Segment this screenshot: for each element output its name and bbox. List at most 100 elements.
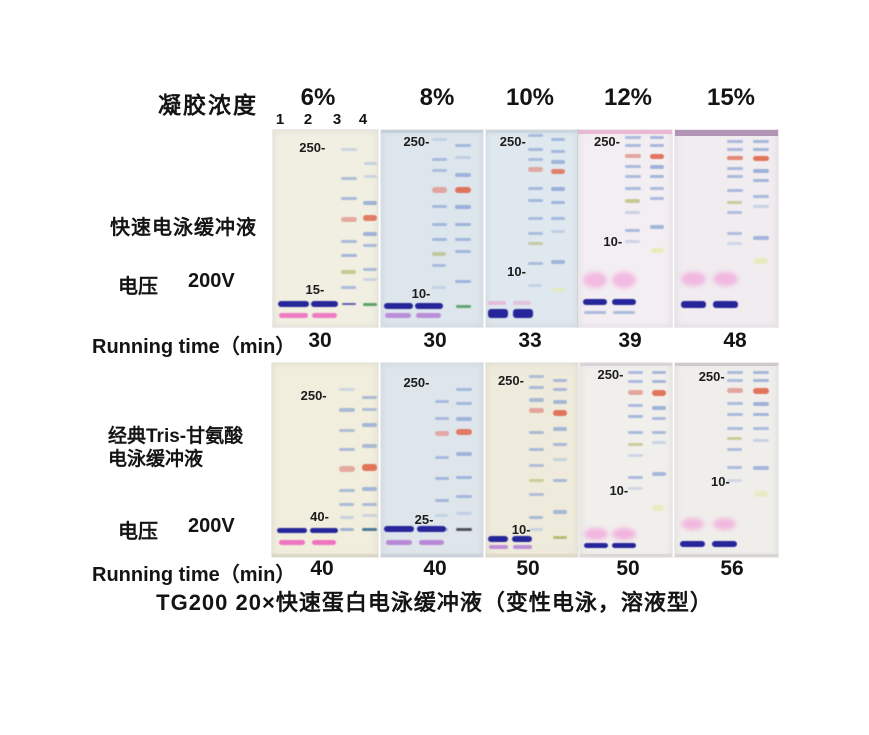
protein-band	[310, 527, 338, 533]
concentration-15pct-label: 15%	[706, 84, 756, 111]
protein-band	[341, 177, 357, 181]
protein-band	[553, 409, 567, 416]
gel-edge-strip	[578, 130, 672, 134]
protein-band	[726, 436, 742, 440]
protein-band	[341, 269, 356, 274]
running-time-label-bottom: Running time（min）	[92, 564, 296, 586]
protein-band	[753, 465, 769, 470]
protein-band	[753, 139, 769, 143]
protein-band	[627, 415, 644, 419]
protein-band	[311, 313, 338, 319]
protein-band	[553, 510, 567, 515]
protein-band	[529, 386, 544, 390]
protein-band	[529, 492, 544, 496]
running-time-bottom-10pct: 50	[516, 557, 540, 580]
mw-marker-label: 250-	[497, 372, 524, 388]
protein-band	[456, 475, 472, 479]
protein-band	[528, 187, 544, 191]
protein-band	[650, 165, 665, 170]
protein-band	[435, 456, 450, 460]
protein-band	[753, 236, 769, 241]
protein-band	[338, 388, 355, 392]
protein-band	[651, 471, 666, 476]
concentration-6pct-label: 6%	[300, 84, 336, 111]
protein-band	[625, 198, 641, 203]
protein-band	[726, 147, 743, 151]
running-time-bottom-15pct: 56	[720, 557, 744, 580]
protein-band	[362, 527, 377, 531]
protein-band	[432, 187, 448, 194]
protein-band	[681, 518, 704, 531]
protein-band	[651, 370, 666, 374]
gel-photo-bottom-10pct: 250- 10-	[486, 363, 578, 557]
protein-band	[432, 204, 448, 208]
protein-band	[650, 135, 665, 139]
protein-band	[362, 423, 377, 428]
protein-band	[363, 214, 377, 221]
protein-band	[455, 204, 471, 209]
protein-band	[753, 401, 769, 406]
mw-marker-label: 250-	[593, 133, 620, 149]
protein-band	[432, 252, 447, 257]
protein-band	[553, 535, 567, 539]
protein-band	[625, 175, 641, 179]
mw-marker-label: 40-	[310, 508, 329, 524]
protein-band	[726, 378, 743, 382]
protein-band	[362, 444, 377, 449]
running-time-top-6pct: 30	[308, 329, 332, 352]
protein-band	[341, 240, 357, 244]
protein-band	[726, 139, 743, 143]
protein-band	[341, 254, 357, 258]
protein-band	[456, 305, 471, 309]
protein-band	[528, 261, 544, 265]
protein-band	[726, 155, 743, 160]
protein-band	[363, 303, 377, 307]
protein-band	[341, 216, 357, 222]
protein-band	[528, 216, 544, 220]
protein-band	[726, 232, 742, 236]
protein-band	[726, 465, 742, 469]
protein-band	[339, 527, 354, 531]
gel-photo-top-8pct: 250- 10-	[381, 130, 483, 327]
voltage-label: 电压	[118, 276, 158, 298]
protein-band	[512, 545, 532, 550]
protein-band	[650, 153, 665, 159]
protein-band	[726, 167, 743, 171]
protein-band	[529, 374, 544, 378]
protein-band	[363, 244, 377, 248]
protein-band	[529, 448, 544, 452]
protein-band	[551, 149, 566, 153]
gel-edge-strip	[580, 554, 672, 557]
protein-band	[528, 147, 544, 151]
protein-band	[528, 157, 544, 161]
protein-band	[726, 200, 742, 204]
voltage-value: 200V	[188, 515, 235, 537]
gel-photo-bottom-8pct: 250- 25-	[381, 363, 483, 557]
concentration-10pct-label: 10%	[505, 84, 555, 111]
protein-band	[753, 169, 769, 174]
protein-band	[279, 539, 305, 545]
protein-band	[432, 238, 448, 242]
protein-band	[487, 301, 507, 306]
protein-band	[363, 232, 377, 237]
gel-edge-strip	[486, 130, 578, 133]
protein-band	[650, 224, 665, 229]
protein-band	[528, 133, 544, 137]
protein-band	[582, 271, 608, 288]
protein-band	[455, 155, 471, 159]
protein-band	[651, 430, 666, 434]
protein-band	[681, 301, 706, 309]
running-time-bottom-8pct: 40	[423, 557, 447, 580]
voltage-label: 电压	[118, 521, 158, 543]
protein-band	[338, 502, 354, 506]
protein-band	[650, 196, 665, 200]
protein-band	[362, 463, 377, 471]
protein-band	[651, 248, 664, 254]
protein-band	[753, 388, 769, 395]
protein-band	[553, 378, 567, 382]
protein-band	[627, 403, 644, 407]
running-time-bottom-12pct: 50	[616, 557, 640, 580]
protein-band	[612, 543, 637, 549]
protein-band	[753, 378, 769, 382]
gel-edge-strip	[381, 554, 483, 557]
